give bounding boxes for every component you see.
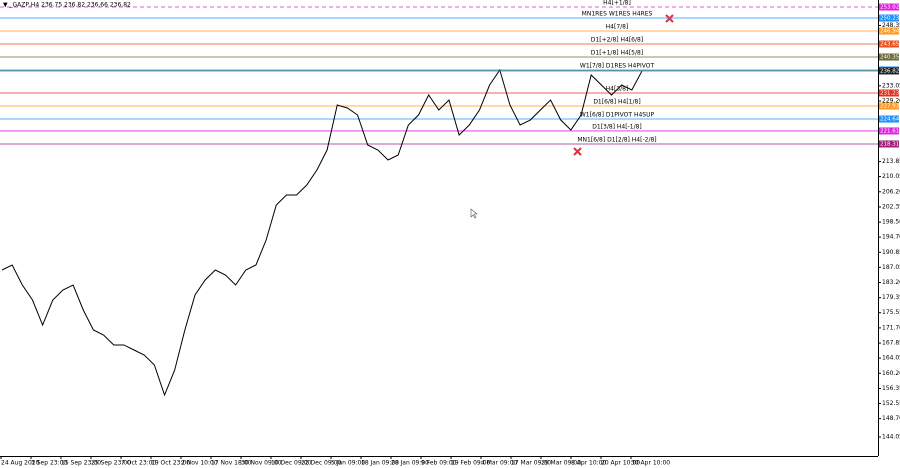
chart-header: ▼ _GAZP,H4 236.75 236.82 236.66 236.82 [3, 2, 131, 9]
level-label: MN1RES W1RES H4RES [582, 11, 653, 18]
x-tick-label: 15 Sep 23:00 [61, 460, 101, 467]
y-tick-label: 179.35 [882, 294, 900, 301]
y-tick-label: 171.70 [882, 324, 900, 331]
x-tick-label: 19 Oct 23:00 [151, 460, 190, 467]
price-box-label: 243.65 [880, 41, 900, 47]
current-price-box [879, 67, 899, 75]
y-tick-label: 194.70 [882, 234, 900, 241]
y-tick-label: 164.05 [882, 355, 900, 362]
x-tick-label: 7 Oct 23:00 [121, 460, 156, 467]
current-price-label: 236.82 [880, 68, 899, 74]
level-label: H4[+1/8] [603, 0, 631, 7]
level-label: H4[7/8] [606, 24, 629, 31]
price-box-label: 218.31 [880, 141, 899, 147]
x-tick-label: 10 Dec 09:00 [271, 460, 312, 467]
price-box [879, 102, 899, 110]
cross-marker [665, 14, 674, 23]
y-tick-label: 152.55 [882, 400, 900, 407]
y-tick-label: 198.50 [882, 219, 900, 226]
price-box [879, 14, 899, 22]
y-tick-label: 167.85 [882, 340, 900, 347]
price-box-label: 250.23 [880, 16, 900, 22]
price-box-label: 227.93 [880, 104, 900, 110]
y-tick-label: 202.35 [882, 203, 900, 210]
x-tick-label: 17 Nov 18:00 [211, 460, 252, 467]
price-box [879, 3, 899, 11]
x-tick-label: 22 Dec 09:00 [301, 460, 342, 467]
x-tick-label: 30 Apr 10:00 [631, 460, 670, 467]
x-tick-label: 19 Feb 09:00 [451, 460, 491, 467]
price-box-label: 246.94 [880, 29, 900, 35]
x-tick-label: 17 Mar 09:00 [511, 460, 551, 467]
x-tick-label: 2 Nov 10:00 [181, 460, 218, 467]
x-tick-label: 4 Mar 09:00 [481, 460, 517, 467]
x-tick-label: 20 Apr 10:00 [601, 460, 640, 467]
y-tick-label: 148.70 [882, 415, 900, 422]
y-tick-label: 190.85 [882, 249, 900, 256]
level-label: MN1[6/8] D1[2/8] H4[-2/8] [577, 136, 656, 143]
price-box [879, 27, 899, 35]
price-line [1, 68, 643, 397]
cross-marker [573, 147, 582, 156]
y-tick-label: 233.05 [882, 82, 900, 89]
level-label: W1[7/8] D1RES H4PIVOT [580, 62, 655, 69]
x-tick-label: 9 Feb 09:00 [421, 460, 457, 467]
x-tick-label: 5 Jan 09:00 [331, 460, 365, 467]
x-tick-label: 3 Sep 23:00 [31, 460, 67, 467]
price-box-label: 240.35 [880, 55, 900, 61]
level-label: D1[+1/8] H4[5/8] [591, 50, 643, 57]
x-tick-label: 18 Jan 09:00 [361, 460, 399, 467]
price-box [879, 140, 899, 148]
y-tick-label: 210.05 [882, 173, 900, 180]
y-tick-label: 206.20 [882, 188, 900, 195]
level-label: D1[6/8] H4[1/8] [593, 99, 640, 106]
level-label: D1[3/8] H4[-1/8] [592, 123, 642, 130]
x-tick-label: 30 Nov 09:00 [241, 460, 282, 467]
y-tick-label: 213.85 [882, 158, 900, 165]
price-box-label: 224.64 [880, 117, 900, 123]
price-box [879, 115, 899, 123]
x-tick-label: 25 Sep 23:00 [91, 460, 131, 467]
price-box-label: 253.02 [880, 5, 899, 11]
y-tick-label: 144.05 [882, 433, 900, 440]
y-tick-label: 156.35 [882, 385, 900, 392]
price-box [879, 89, 899, 97]
y-tick-label: 183.20 [882, 279, 900, 286]
x-tick-label: 8 Apr 10:00 [571, 460, 606, 467]
price-box [879, 40, 899, 48]
level-label: W1[6/8] D1PIVOT H4SUP [580, 112, 655, 119]
y-tick-label: 175.55 [882, 309, 900, 316]
price-box [879, 53, 899, 61]
level-label: D1[+2/8] H4[6/8] [591, 36, 643, 43]
price-box-label: 221.61 [880, 128, 899, 134]
y-tick-label: 187.05 [882, 264, 900, 271]
x-tick-label: 29 Mar 09:00 [541, 460, 581, 467]
mouse-cursor [470, 208, 478, 219]
y-tick-label: 248.35 [882, 22, 900, 29]
y-tick-label: 229.20 [882, 98, 900, 105]
y-tick-label: 160.20 [882, 370, 900, 377]
x-tick-label: 24 Aug 2020 [1, 460, 40, 467]
x-tick-label: 28 Jan 09:00 [391, 460, 429, 467]
price-box-label: 231.23 [880, 91, 900, 97]
price-box [879, 127, 899, 135]
